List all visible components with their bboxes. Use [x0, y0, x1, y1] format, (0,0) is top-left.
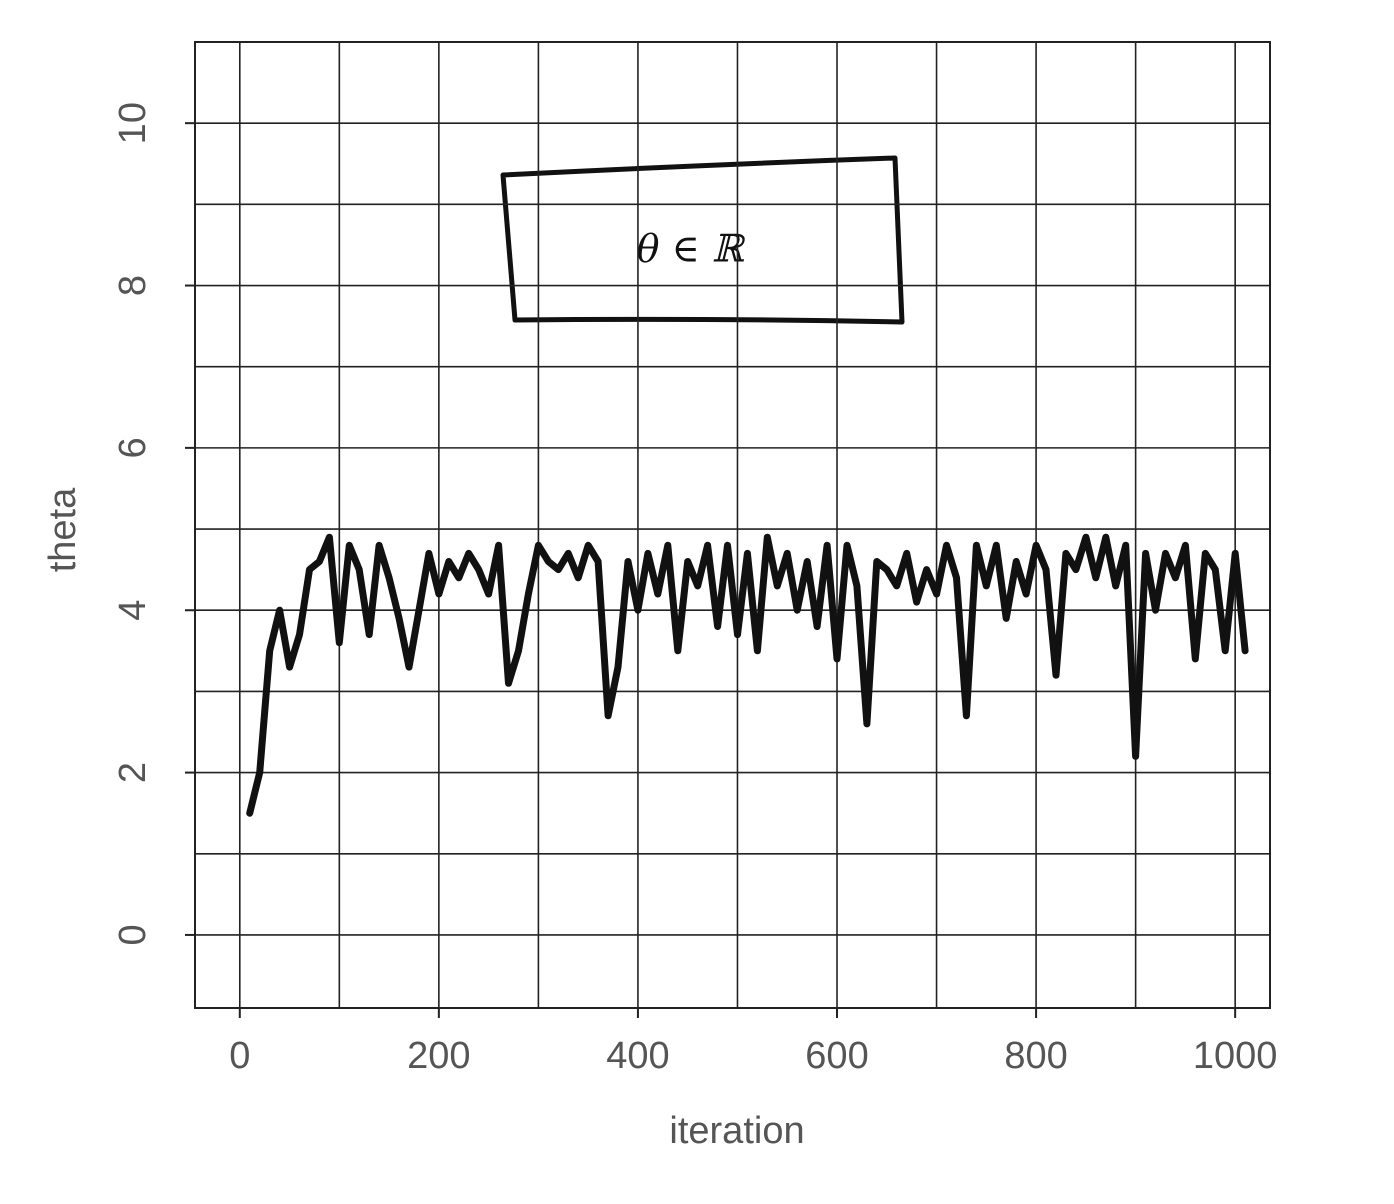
y-tick-label: 0: [112, 924, 154, 945]
x-axis-label: iteration: [669, 1110, 804, 1152]
plot-frame: [194, 41, 1271, 1009]
trace-line: [246, 533, 1249, 817]
x-tick-label: 200: [407, 1035, 470, 1077]
y-tick-label: 4: [112, 600, 154, 621]
x-tick-label: 400: [606, 1035, 669, 1077]
x-tick-label: 1000: [1193, 1035, 1278, 1077]
y-tick-label: 10: [112, 102, 154, 144]
x-tick-label: 600: [805, 1035, 868, 1077]
annotation: θ ∈ ℝ: [637, 227, 746, 271]
x-tick-label: 800: [1004, 1035, 1067, 1077]
annotation-box: [500, 155, 905, 325]
y-tick-label: 2: [112, 762, 154, 783]
y-axis-label: theta: [42, 487, 84, 572]
y-tick-label: 6: [112, 437, 154, 458]
x-tick-label: 0: [229, 1035, 250, 1077]
y-tick-label: 8: [112, 275, 154, 296]
